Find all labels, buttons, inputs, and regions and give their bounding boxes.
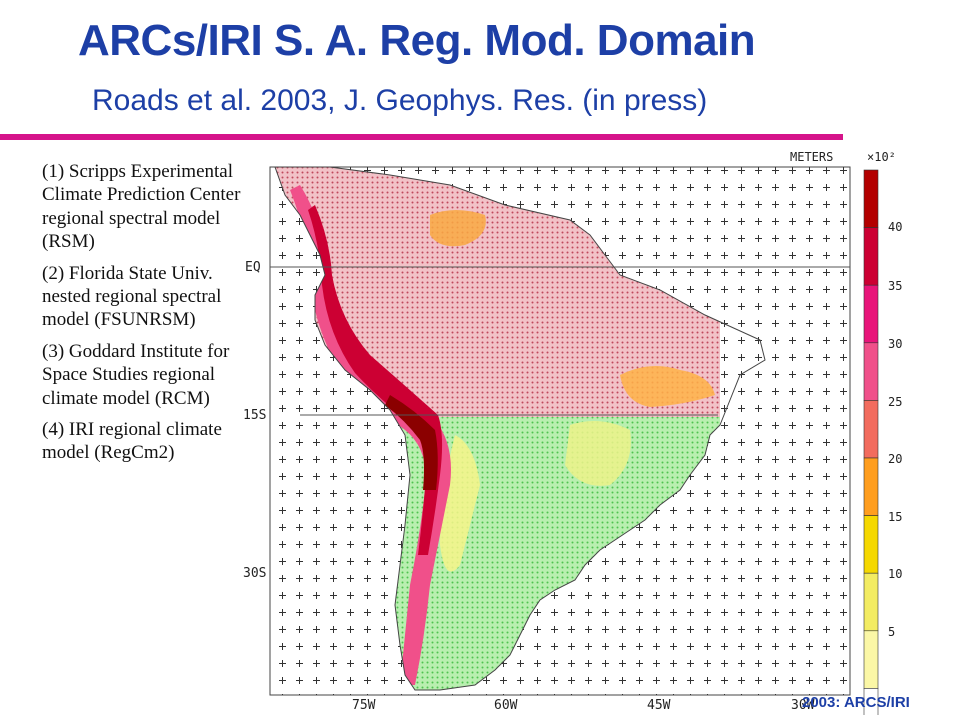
model-list: (1) Scripps Experimental Climate Predict…: [42, 160, 264, 473]
colorbar-tick-40: 40: [888, 220, 902, 234]
lon-label-75w: 75W: [352, 698, 376, 713]
lon-label-60w: 60W: [494, 698, 518, 713]
colorbar-segment: [863, 284, 879, 344]
units-scale: ×10²: [867, 150, 896, 164]
lon-label-30w: 30W: [791, 698, 815, 713]
model-item-fsunrsm: (2) Florida State Univ. nested regional …: [42, 262, 222, 331]
colorbar-segment: [863, 630, 879, 689]
colorbar-segment: [863, 515, 879, 574]
altiplano-peak: [385, 395, 438, 490]
colorbar-segment: [863, 572, 879, 632]
guiana-highland: [430, 210, 486, 247]
lon-label-45w: 45W: [647, 698, 671, 713]
lat-label-15s: 15S: [243, 408, 266, 423]
colorbar-tick-20: 20: [888, 452, 902, 466]
colorbar-segment: [863, 169, 879, 228]
brazilian-highland: [620, 366, 715, 407]
colorbar: [863, 169, 879, 715]
slide-title: ARCs/IRI S. A. Reg. Mod. Domain: [78, 16, 756, 65]
colorbar-tick-35: 35: [888, 279, 902, 293]
andes-ridge-inner: [308, 205, 443, 555]
colorbar-tick-25: 25: [888, 395, 902, 409]
topography-map: EQ 15S 30S 75W 60W 45W 30W METERS ×10² 4…: [243, 150, 902, 715]
model-item-regcm2: (4) IRI regional climate model (RegCm2): [42, 419, 222, 464]
colorbar-tick-30: 30: [888, 337, 902, 351]
model-item-rsm: (1) Scripps Experimental Climate Predict…: [42, 161, 241, 253]
colorbar-segment: [863, 457, 879, 516]
colorbar-tick-15: 15: [888, 510, 902, 524]
lat-label-eq: EQ: [245, 260, 261, 275]
units-label: METERS: [790, 150, 833, 164]
colorbar-segment: [863, 688, 879, 715]
colorbar-tick-10: 10: [888, 567, 902, 581]
credit-footer: 2003: ARCS/IRI: [802, 694, 910, 711]
southern-plateau: [565, 421, 631, 486]
colorbar-segment: [863, 227, 879, 286]
model-item-rcm: (3) Goddard Institute for Space Studies …: [42, 340, 230, 409]
title-divider: [0, 134, 843, 140]
colorbar-segment: [863, 342, 879, 401]
lat-label-30s: 30S: [243, 566, 266, 581]
colorbar-tick-5: 5: [888, 625, 895, 639]
colorbar-segment: [863, 400, 879, 459]
colorbar-ticks: 40 35 30 25 20 15 10 5: [888, 220, 902, 639]
slide-subtitle: Roads et al. 2003, J. Geophys. Res. (in …: [92, 84, 708, 117]
